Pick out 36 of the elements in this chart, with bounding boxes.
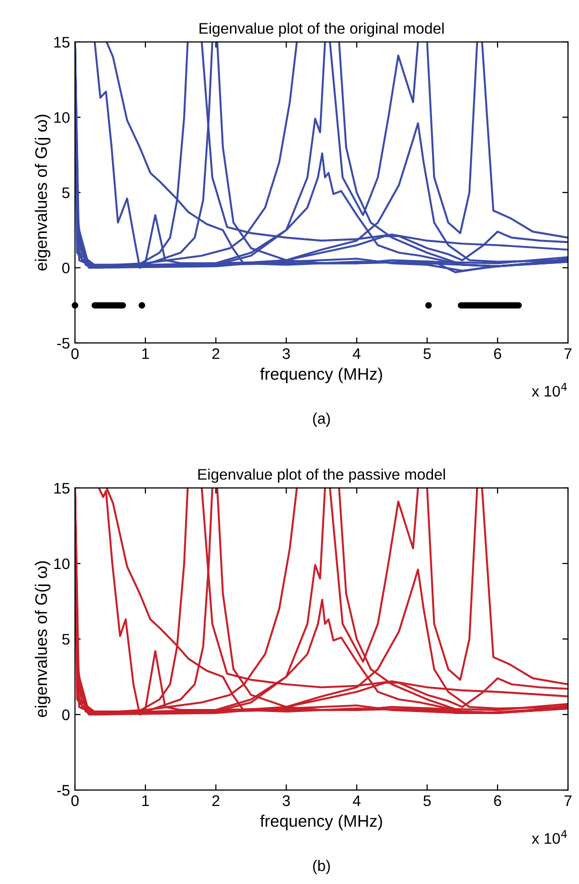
- y-tick-label: 15: [54, 482, 70, 494]
- x-tick-label: 5: [424, 795, 431, 806]
- y-tick-label: 10: [54, 112, 70, 123]
- y-tick-label: -5: [57, 785, 70, 796]
- x-tick-label: 4: [352, 795, 361, 806]
- chart-title: Eigenvalue plot of the original model: [200, 22, 444, 37]
- x-tick-label: 1: [142, 795, 149, 806]
- text: (a): [313, 412, 330, 427]
- x-tick-label: 2: [212, 348, 220, 359]
- y-axis-title: eigenvalues of G(j ω): [34, 561, 50, 718]
- text: x 10$^{4}$: [532, 830, 567, 844]
- x-tick-label: 7: [564, 348, 572, 359]
- x-tick-label: 1: [142, 348, 149, 359]
- x-axis-title: frequency (MHz): [260, 814, 382, 830]
- x-tick-label: 3: [282, 348, 290, 360]
- x-tick-label: 6: [494, 795, 502, 806]
- y-tick-label: 5: [62, 634, 70, 645]
- y-tick-label: 5: [62, 188, 70, 198]
- y-tick-label: -5: [57, 338, 70, 349]
- x-tick-label: 7: [564, 795, 572, 806]
- x-tick-label: 0: [71, 348, 79, 360]
- chart-title: Eigenvalue plot of the passive model: [198, 468, 445, 483]
- x-tick-label: 5: [424, 348, 431, 360]
- y-tick-label: 15: [54, 37, 70, 48]
- x-axis-title: frequency (MHz): [260, 368, 382, 384]
- text: (b): [313, 860, 330, 874]
- x-tick-label: 6: [494, 348, 502, 360]
- x-tick-label: 0: [71, 795, 79, 806]
- x-tick-label: 3: [282, 795, 290, 806]
- y-tick-label: 0: [62, 709, 70, 720]
- x-tick-label: 4: [352, 348, 361, 359]
- x-tick-label: 2: [212, 795, 220, 806]
- y-axis-title: eigenvalues of G(j ω): [34, 114, 50, 271]
- y-tick-label: 0: [62, 262, 70, 274]
- y-tick-label: 10: [54, 558, 70, 570]
- text: x 10$^{4}$: [532, 382, 567, 397]
